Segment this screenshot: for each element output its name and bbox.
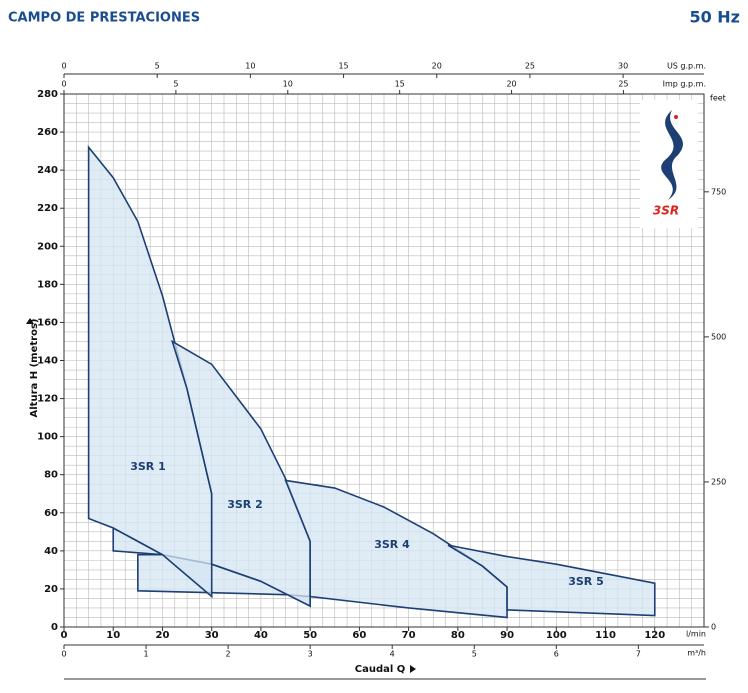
top-tick-label: 15 xyxy=(338,62,348,71)
region-label: 3SR 4 xyxy=(374,538,410,551)
logo-flame xyxy=(661,110,683,200)
x-tick-label: 80 xyxy=(451,630,465,641)
top-tick-label: 25 xyxy=(618,80,628,89)
y-tick-label: 260 xyxy=(37,127,58,138)
y-tick-label: 60 xyxy=(44,508,58,519)
x-tick-label: 100 xyxy=(546,630,567,641)
x-tick-label: 60 xyxy=(352,630,366,641)
top-unit: US g.p.m. xyxy=(667,62,706,71)
frequency-label: 50 Hz xyxy=(689,8,740,27)
performance-region xyxy=(170,339,311,608)
y-tick-label: 120 xyxy=(37,394,58,405)
top-tick-label: 5 xyxy=(155,62,160,71)
y2-tick-label: 0 xyxy=(711,623,716,632)
x2-tick-label: 0 xyxy=(61,650,66,659)
top-tick-label: 20 xyxy=(506,80,516,89)
x2-tick-label: 3 xyxy=(308,650,313,659)
x-tick-label: 50 xyxy=(303,630,317,641)
top-tick-label: 0 xyxy=(61,62,66,71)
x-tick-label: 110 xyxy=(595,630,616,641)
chart-title: CAMPO DE PRESTACIONES xyxy=(8,11,200,26)
y-tick-label: 160 xyxy=(37,317,58,328)
arrow xyxy=(410,665,416,673)
top-tick-label: 5 xyxy=(173,80,178,89)
x-tick-label: 90 xyxy=(500,630,514,641)
x2-tick-label: 1 xyxy=(144,650,149,659)
region-label: 3SR 1 xyxy=(130,460,166,473)
x-tick-label: 40 xyxy=(254,630,268,641)
top-tick-label: 25 xyxy=(525,62,535,71)
arrow xyxy=(26,318,34,324)
logo xyxy=(640,100,698,228)
y-axis-title: Altura H (metros) xyxy=(29,319,40,418)
top-tick-label: 30 xyxy=(618,62,628,71)
y-tick-label: 0 xyxy=(51,622,58,633)
top-tick-label: 10 xyxy=(283,80,293,89)
y-tick-label: 220 xyxy=(37,203,58,214)
y-tick-label: 240 xyxy=(37,165,58,176)
x-tick-label: 70 xyxy=(402,630,416,641)
y2-tick-label: 250 xyxy=(711,477,726,486)
y-tick-label: 40 xyxy=(44,546,58,557)
logo-dot xyxy=(674,115,678,119)
y2-tick-label: 500 xyxy=(711,332,726,341)
logo-text: 3SR xyxy=(653,204,679,218)
y-tick-label: 200 xyxy=(37,241,58,252)
y-tick-label: 80 xyxy=(44,470,58,481)
y2-unit: feet xyxy=(710,94,726,103)
y2-tick-label: 750 xyxy=(711,187,726,196)
x2-tick-label: 7 xyxy=(636,650,641,659)
region-label: 3SR 2 xyxy=(227,498,263,511)
x2-tick-label: 2 xyxy=(226,650,231,659)
y-tick-label: 20 xyxy=(44,584,58,595)
y-tick-label: 100 xyxy=(37,432,58,443)
top-tick-label: 15 xyxy=(395,80,405,89)
x2-tick-label: 5 xyxy=(472,650,477,659)
x-tick-label: 0 xyxy=(61,630,68,641)
y-tick-label: 180 xyxy=(37,279,58,290)
top-unit: Imp g.p.m. xyxy=(663,80,706,89)
x2-tick-label: 6 xyxy=(554,650,559,659)
x-tick-label: 120 xyxy=(644,630,665,641)
top-tick-label: 10 xyxy=(245,62,255,71)
x-tick-label: 10 xyxy=(106,630,120,641)
performance-region xyxy=(447,544,656,617)
y-tick-label: 140 xyxy=(37,356,58,367)
x2-unit: m³/h xyxy=(687,649,706,658)
top-tick-label: 0 xyxy=(61,80,66,89)
x-tick-label: 30 xyxy=(205,630,219,641)
top-tick-label: 20 xyxy=(432,62,442,71)
y-tick-label: 280 xyxy=(37,89,58,100)
region-label: 3SR 5 xyxy=(568,575,604,588)
x-tick-label: 20 xyxy=(156,630,170,641)
x-axis-title: Caudal Q xyxy=(355,664,406,675)
x2-tick-label: 4 xyxy=(390,650,395,659)
x-unit: l/min xyxy=(686,630,706,639)
